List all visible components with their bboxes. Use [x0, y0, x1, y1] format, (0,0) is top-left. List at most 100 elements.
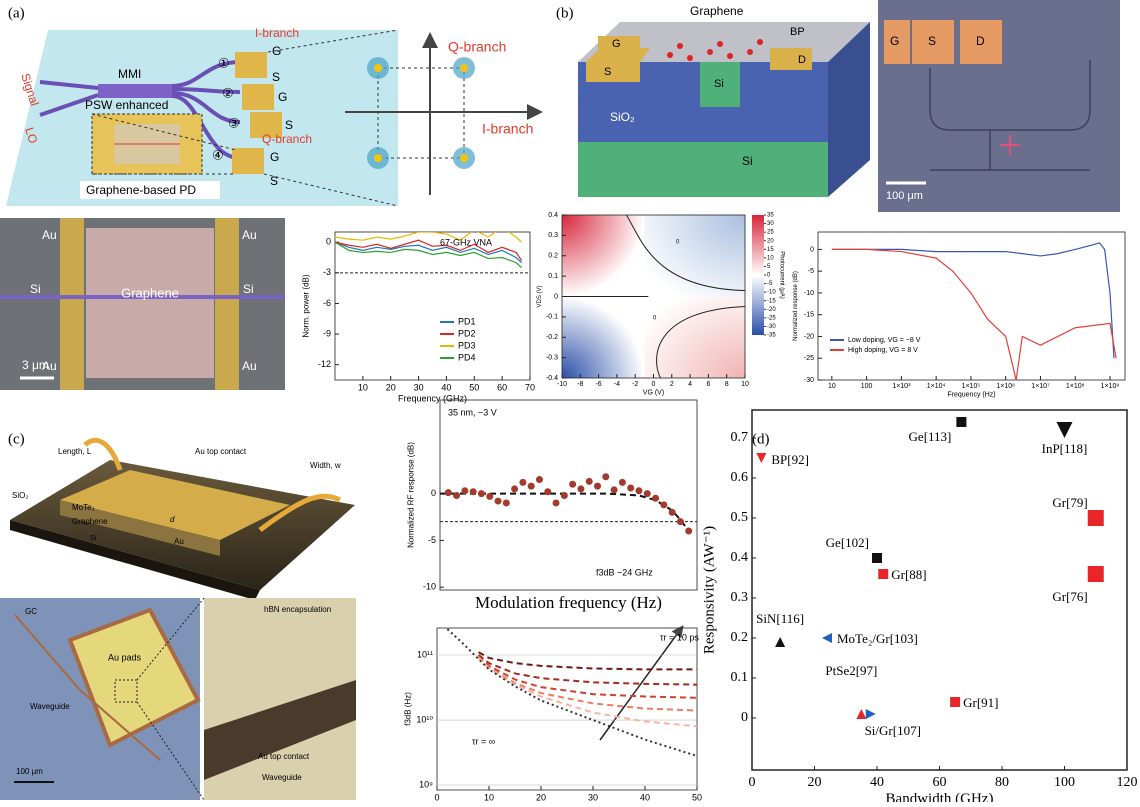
data-point	[519, 479, 526, 486]
point-label: Gr[79]	[1052, 495, 1087, 510]
y-tick-label: 0	[810, 246, 814, 253]
au-electrode	[60, 218, 84, 390]
colorbar	[752, 215, 764, 335]
x-tick-label: 80	[995, 775, 1009, 790]
point-label: SiN[116]	[756, 611, 804, 626]
contact-label: Au top contact	[258, 752, 310, 761]
plot-area	[335, 227, 522, 268]
colorbar-tick-label: 35	[767, 213, 774, 219]
x-tick-label: 1×10⁶	[996, 383, 1015, 390]
heat-quadrant	[562, 297, 644, 379]
y-tick-label: -5	[808, 268, 814, 275]
data-point	[669, 509, 676, 516]
sio2-label: SiO₂	[12, 491, 28, 500]
mmi-label: MMI	[118, 67, 141, 81]
colorbar-tick-label: 30	[767, 221, 774, 227]
colorbar-label: Photocurrent (μA)	[778, 251, 784, 298]
x-tick-label: 60	[933, 775, 947, 790]
x-tick-label: 70	[525, 382, 535, 392]
q-axis-label: Q-branch	[448, 39, 506, 55]
x-tick-label: 1×10⁷	[1031, 383, 1050, 390]
y-tick-label: 10¹¹	[417, 649, 433, 659]
legend-label: PD2	[458, 328, 476, 338]
au-label: Au	[242, 359, 257, 373]
psw-label: PSW enhanced	[85, 98, 168, 112]
au-label: Au	[42, 228, 57, 242]
data-point	[1088, 566, 1104, 582]
colorbar-tick-label: 25	[767, 230, 774, 236]
x-tick-label: 1×10⁴	[927, 383, 946, 390]
x-tick-label: 10	[484, 792, 494, 802]
point-label: Ge[102]	[826, 535, 869, 550]
si-label: Si	[243, 282, 254, 296]
figure: (a) MMI Signal LO PSW enhanced Graphene-…	[0, 0, 1140, 802]
y-tick-label: 0.1	[548, 273, 558, 280]
y-tick-label: 0.4	[548, 212, 558, 219]
point-label: BP[92]	[771, 452, 809, 467]
data-point	[544, 488, 551, 495]
x-tick-label: 50	[469, 382, 479, 392]
data-point	[511, 485, 518, 492]
colorbar-tick-label: -25	[767, 315, 776, 321]
x-tick-label: 0	[749, 775, 756, 790]
data-point	[561, 492, 568, 499]
waveguide-label: Waveguide	[30, 702, 70, 711]
annotation: τr = 10 ps	[660, 632, 699, 642]
data-point	[627, 484, 634, 491]
data-point	[486, 493, 493, 500]
x-tick-label: -8	[577, 381, 583, 388]
port-label: ①	[218, 55, 230, 70]
heat-quadrant	[644, 297, 745, 379]
y-tick-label: -30	[804, 377, 814, 384]
y-axis-label: Norm. power (dB)	[301, 274, 310, 337]
data-point	[677, 518, 684, 525]
d-label: D	[798, 54, 806, 66]
colorbar-tick-label: 20	[767, 238, 774, 244]
chart: 0-3-6-9-1210203040506070Frequency (GHz)N…	[301, 227, 535, 403]
data-point	[756, 453, 766, 463]
au-pads-label: Au pads	[108, 652, 142, 662]
data-point	[586, 478, 593, 485]
x-tick-label: 10	[741, 381, 749, 388]
width-label: Width, w	[310, 461, 341, 470]
panel-label: (b)	[556, 5, 574, 21]
annotation: 35 nm, −3 V	[448, 407, 497, 417]
d-label: D	[976, 34, 985, 48]
waveguide-label: Waveguide	[262, 773, 302, 782]
colorbar-tick-label: -5	[767, 281, 773, 287]
data-point	[685, 528, 692, 535]
data-point	[644, 490, 651, 497]
heat-quadrant	[644, 215, 745, 297]
point-label: Ge[113]	[909, 429, 952, 444]
x-tick-label: 10	[828, 383, 836, 390]
y-tick-label: 0.2	[731, 630, 749, 645]
si-layer	[578, 142, 828, 197]
x-tick-label: 4	[688, 381, 692, 388]
x-tick-label: 1×10³	[892, 383, 911, 390]
y-axis-label: Normalized response (dB)	[793, 271, 799, 341]
s-label: S	[272, 70, 280, 84]
data-point	[775, 637, 785, 647]
x-tick-label: 100	[861, 383, 873, 390]
y-tick-label: 0.5	[731, 510, 749, 525]
data-point	[602, 473, 609, 480]
panel-label: (a)	[8, 5, 25, 21]
data-point	[445, 489, 452, 496]
data-point	[1057, 422, 1073, 438]
data-point	[594, 483, 601, 490]
port-label: ③	[228, 115, 240, 130]
data-point	[652, 495, 659, 502]
x-tick-label: 20	[536, 792, 546, 802]
y-tick-label: -6	[323, 298, 331, 308]
y-tick-label: 0.3	[731, 590, 749, 605]
x-tick-label: 30	[588, 792, 598, 802]
x-tick-label: 40	[441, 382, 451, 392]
y-axis-label: VDS (V)	[537, 285, 543, 307]
si-label: Si	[742, 154, 753, 168]
y-tick-label: 0	[554, 293, 558, 300]
annotation: 67-GHz VNA	[440, 237, 492, 247]
y-axis-label: f3dB (Hz)	[403, 692, 412, 726]
x-tick-label: 100	[1054, 775, 1075, 790]
annotation: f3dB ~24 GHz	[596, 567, 653, 577]
